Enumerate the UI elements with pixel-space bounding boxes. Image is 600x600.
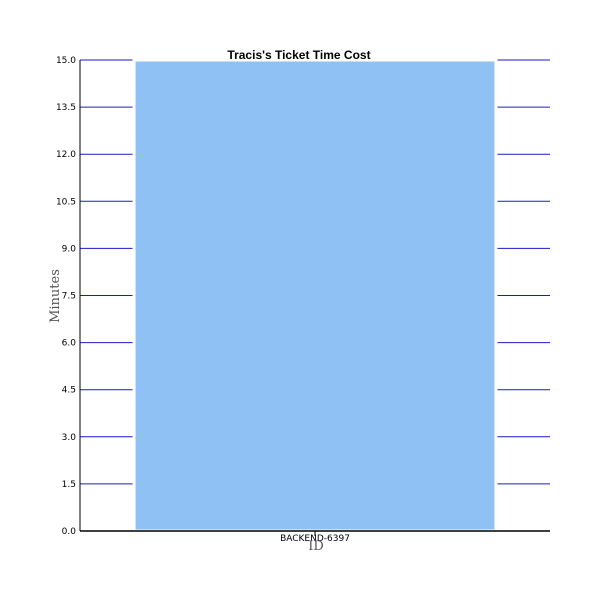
y-tick-label: 1.5: [62, 480, 76, 490]
bar-0: [132, 58, 498, 533]
chart-title: Tracis's Ticket Time Cost: [227, 48, 370, 62]
y-tick-label: 13.5: [56, 103, 76, 113]
x-tick-label: BACKEND-6397: [280, 534, 350, 544]
bars: [132, 58, 498, 533]
y-tick-label: 9.0: [62, 244, 77, 254]
y-axis-label: Minutes: [48, 269, 63, 323]
y-tick-label: 3.0: [62, 433, 77, 443]
y-tick-label: 4.5: [62, 386, 76, 396]
y-tick-label: 7.5: [62, 292, 76, 302]
y-tick-label: 6.0: [62, 339, 77, 349]
x-tick-labels: BACKEND-6397: [280, 531, 350, 544]
y-tick-label: 10.5: [56, 197, 76, 207]
y-tick-label: 0.0: [62, 527, 77, 537]
y-tick-label: 15.0: [56, 56, 76, 66]
y-tick-labels: 0.0 1.5 3.0 4.5 6.0 7.5 9.0 10.5 12.0 13.5 15.0: [56, 56, 76, 537]
x-axis-label: ID: [308, 539, 324, 554]
y-tick-label: 12.0: [56, 150, 76, 160]
